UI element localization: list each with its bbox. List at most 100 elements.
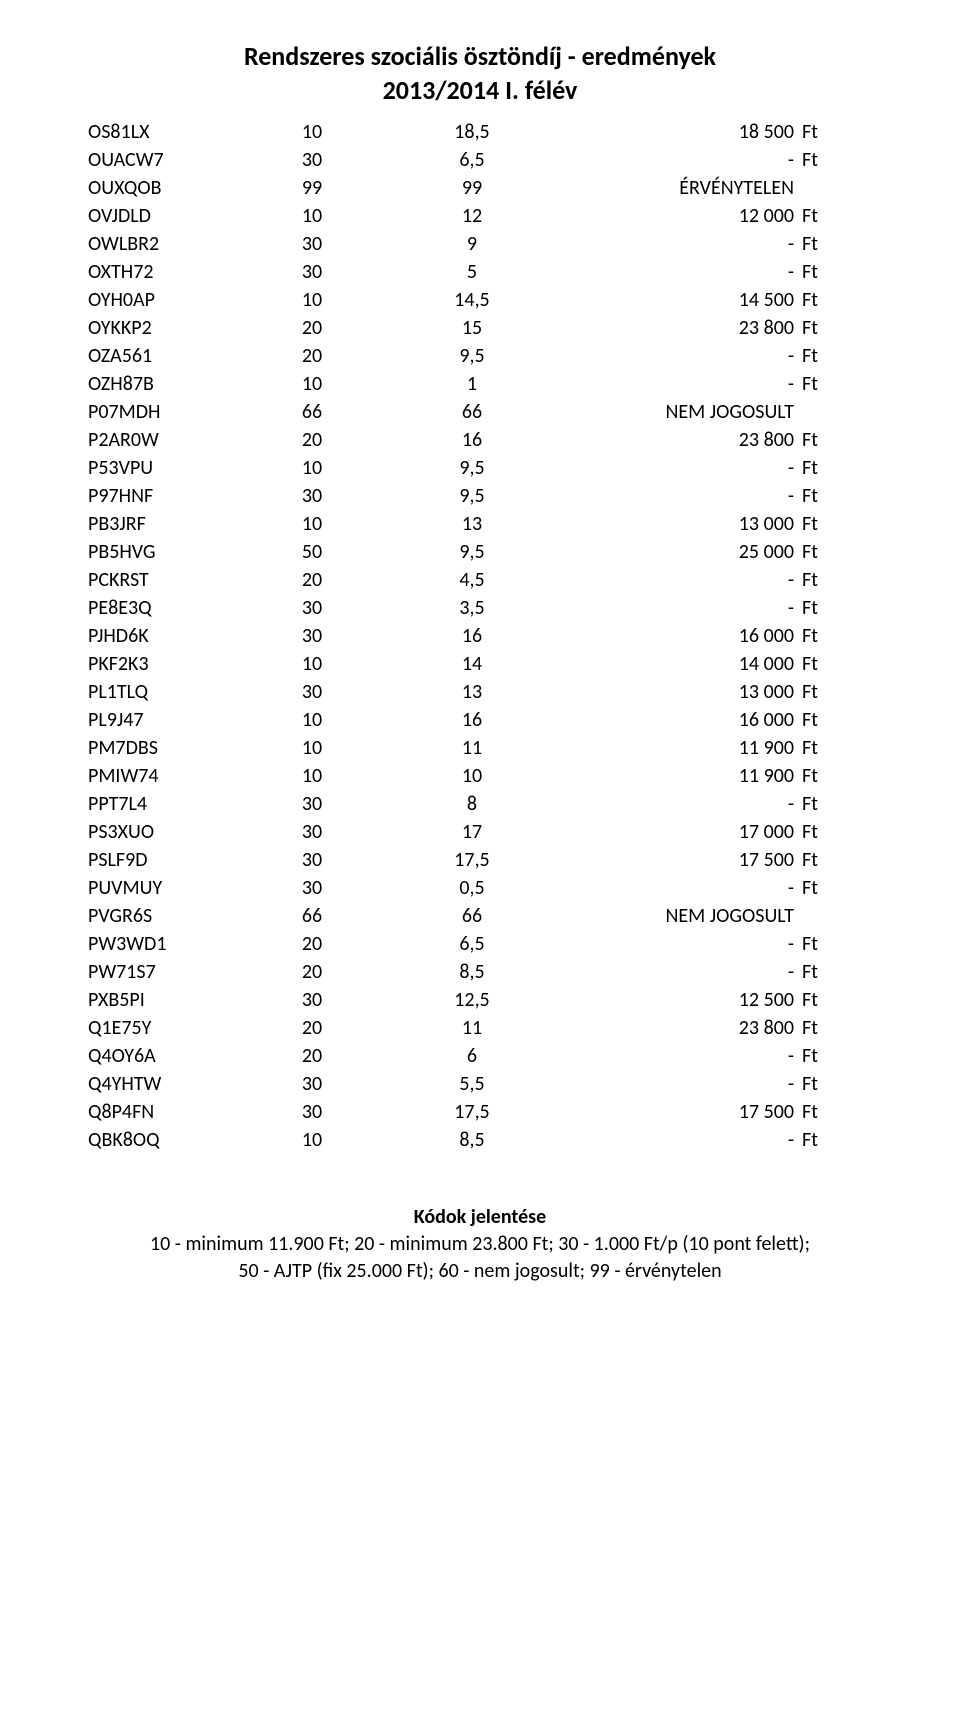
table-row: Q4YHTW305,5-Ft [80, 1070, 880, 1098]
cell-col3: 11 [384, 1014, 560, 1042]
cell-value: 25 000 [560, 538, 800, 566]
cell-code: Q4YHTW [80, 1070, 240, 1098]
cell-col2: 99 [240, 174, 384, 202]
cell-code: PXB5PI [80, 986, 240, 1014]
table-row: PW71S7208,5-Ft [80, 958, 880, 986]
cell-value: - [560, 874, 800, 902]
cell-col3: 13 [384, 678, 560, 706]
cell-col2: 30 [240, 258, 384, 286]
cell-col3: 8 [384, 790, 560, 818]
cell-unit: Ft [800, 930, 880, 958]
table-row: P2AR0W201623 800Ft [80, 426, 880, 454]
cell-value: 12 000 [560, 202, 800, 230]
cell-unit: Ft [800, 286, 880, 314]
cell-col2: 30 [240, 790, 384, 818]
cell-unit [800, 902, 880, 930]
title-line-1: Rendszeres szociális ösztöndíj - eredmén… [80, 40, 880, 74]
cell-col2: 30 [240, 594, 384, 622]
table-row: OVJDLD101212 000Ft [80, 202, 880, 230]
cell-unit: Ft [800, 706, 880, 734]
cell-unit: Ft [800, 818, 880, 846]
cell-col3: 17,5 [384, 846, 560, 874]
cell-code: OUACW7 [80, 146, 240, 174]
cell-col2: 20 [240, 426, 384, 454]
table-row: PVGR6S6666NEM JOGOSULT [80, 902, 880, 930]
title-line-2: 2013/2014 I. félév [80, 74, 880, 108]
cell-unit: Ft [800, 426, 880, 454]
cell-code: PJHD6K [80, 622, 240, 650]
cell-col2: 30 [240, 146, 384, 174]
cell-code: PPT7L4 [80, 790, 240, 818]
cell-value: 16 000 [560, 706, 800, 734]
cell-code: OZH87B [80, 370, 240, 398]
table-row: PM7DBS101111 900Ft [80, 734, 880, 762]
cell-code: PS3XUO [80, 818, 240, 846]
cell-col3: 4,5 [384, 566, 560, 594]
cell-col2: 10 [240, 202, 384, 230]
cell-col3: 9 [384, 230, 560, 258]
cell-value: 11 900 [560, 762, 800, 790]
table-row: OWLBR2309-Ft [80, 230, 880, 258]
footer: Kódok jelentése 10 - minimum 11.900 Ft; … [80, 1204, 880, 1285]
cell-value: - [560, 454, 800, 482]
cell-col3: 12 [384, 202, 560, 230]
cell-value: 23 800 [560, 426, 800, 454]
table-row: P53VPU109,5-Ft [80, 454, 880, 482]
table-row: PL1TLQ301313 000Ft [80, 678, 880, 706]
cell-unit: Ft [800, 678, 880, 706]
cell-value: - [560, 1070, 800, 1098]
cell-value: - [560, 258, 800, 286]
cell-value: - [560, 566, 800, 594]
cell-col2: 10 [240, 650, 384, 678]
cell-code: PSLF9D [80, 846, 240, 874]
cell-value: NEM JOGOSULT [560, 902, 800, 930]
cell-col2: 66 [240, 902, 384, 930]
table-row: PS3XUO301717 000Ft [80, 818, 880, 846]
cell-unit: Ft [800, 482, 880, 510]
cell-unit: Ft [800, 874, 880, 902]
cell-col3: 9,5 [384, 454, 560, 482]
cell-value: 13 000 [560, 678, 800, 706]
cell-unit [800, 398, 880, 426]
cell-code: PMIW74 [80, 762, 240, 790]
cell-col3: 5,5 [384, 1070, 560, 1098]
cell-code: P53VPU [80, 454, 240, 482]
table-row: PUVMUY300,5-Ft [80, 874, 880, 902]
cell-col3: 16 [384, 706, 560, 734]
footer-heading: Kódok jelentése [80, 1204, 880, 1231]
table-row: Q8P4FN3017,517 500Ft [80, 1098, 880, 1126]
cell-unit: Ft [800, 1042, 880, 1070]
cell-col3: 16 [384, 622, 560, 650]
cell-value: - [560, 342, 800, 370]
cell-code: OWLBR2 [80, 230, 240, 258]
table-row: Q1E75Y201123 800Ft [80, 1014, 880, 1042]
cell-col2: 10 [240, 118, 384, 146]
cell-unit: Ft [800, 314, 880, 342]
cell-value: - [560, 1042, 800, 1070]
cell-col2: 10 [240, 454, 384, 482]
table-row: PPT7L4308-Ft [80, 790, 880, 818]
cell-col2: 20 [240, 1014, 384, 1042]
cell-value: 14 000 [560, 650, 800, 678]
cell-code: PL9J47 [80, 706, 240, 734]
cell-col2: 10 [240, 370, 384, 398]
cell-unit: Ft [800, 1098, 880, 1126]
cell-col3: 66 [384, 902, 560, 930]
cell-col3: 6 [384, 1042, 560, 1070]
cell-col2: 20 [240, 958, 384, 986]
table-row: OS81LX1018,518 500Ft [80, 118, 880, 146]
cell-unit: Ft [800, 986, 880, 1014]
cell-col2: 20 [240, 314, 384, 342]
cell-col3: 3,5 [384, 594, 560, 622]
cell-col2: 10 [240, 1126, 384, 1154]
cell-unit: Ft [800, 230, 880, 258]
cell-value: 23 800 [560, 1014, 800, 1042]
cell-unit: Ft [800, 342, 880, 370]
cell-code: PKF2K3 [80, 650, 240, 678]
table-row: PB5HVG509,525 000Ft [80, 538, 880, 566]
cell-col3: 9,5 [384, 482, 560, 510]
cell-col3: 18,5 [384, 118, 560, 146]
cell-code: P07MDH [80, 398, 240, 426]
cell-col3: 6,5 [384, 146, 560, 174]
cell-code: OZA561 [80, 342, 240, 370]
